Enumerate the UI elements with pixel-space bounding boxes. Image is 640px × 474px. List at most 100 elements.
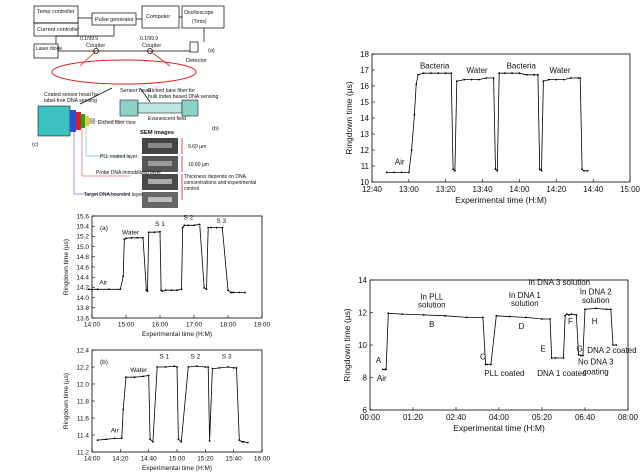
layer-label-1: PLL coated layer xyxy=(100,154,138,160)
pll-data-point xyxy=(465,316,468,319)
dna_b-data-point xyxy=(149,438,151,441)
dna_a-data-point xyxy=(125,237,127,240)
pll-annotation: B xyxy=(429,320,434,329)
dna_b-annotation: Water xyxy=(130,367,148,374)
bacteria-data-point xyxy=(536,73,539,76)
pll-annotation: coating xyxy=(583,367,609,376)
bacteria-data-point xyxy=(463,78,466,81)
dna_b-data-point xyxy=(152,440,154,443)
bacteria-xtick-label: 12:40 xyxy=(362,185,383,194)
dna_a-annotation: S 1 xyxy=(155,221,165,228)
bacteria-xtick-label: 14:40 xyxy=(583,185,604,194)
bacteria-data-point xyxy=(415,83,418,86)
bacteria-data-point xyxy=(577,77,580,79)
coupler-left-label: Coupler xyxy=(86,43,105,49)
pll-data-point xyxy=(387,312,390,315)
dna_a-data-point xyxy=(136,236,139,239)
pll-data-point xyxy=(577,353,580,356)
dna_a-ytick-label: 15.0 xyxy=(76,244,89,251)
bacteria-data-point xyxy=(538,168,541,171)
dna_b-data-point xyxy=(195,365,198,368)
dna_b-ytick-label: 12.4 xyxy=(76,347,89,354)
bacteria-data-point xyxy=(385,171,388,174)
dna_b-ytick-label: 11.8 xyxy=(77,398,90,405)
bacteria-data-point xyxy=(496,169,499,172)
dna_a-xtick-label: 19:00 xyxy=(254,322,271,329)
bacteria-annotation: Bacteria xyxy=(420,61,450,70)
dna_b-data-point xyxy=(176,366,178,368)
dna_a-ytick-label: 15.6 xyxy=(76,213,89,220)
bacteria-xtick-label: 13:20 xyxy=(436,185,457,194)
bacteria-data-point xyxy=(470,78,473,81)
bacteria-ytick-label: 12 xyxy=(360,146,369,155)
oscilloscope-box: Oscilloscope (Trms) xyxy=(181,5,225,29)
pll-data-point xyxy=(382,368,384,371)
pll-xtick-label: 04:00 xyxy=(489,413,510,422)
pll-annotation: In PLL xyxy=(420,293,444,302)
dna_a-annotation: Air xyxy=(99,280,108,287)
pll-data-point xyxy=(385,368,388,371)
dna_b-data-point xyxy=(208,440,211,442)
pll-data-point xyxy=(570,313,573,316)
evanescent-label: Evanescent field xyxy=(148,116,186,122)
dna_a-data-point xyxy=(160,289,163,292)
dna_a-data-point xyxy=(232,291,235,294)
bacteria-data-point xyxy=(548,78,550,81)
pll-data-point xyxy=(384,368,386,371)
dna_b-data-point xyxy=(241,440,244,443)
pll-data-point xyxy=(508,315,511,318)
oscilloscope-sub-label: (Trms) xyxy=(192,19,207,25)
dna_b-data-point xyxy=(246,441,249,444)
dna_a-data-point xyxy=(221,226,224,229)
fiber-loop-leads xyxy=(79,50,171,67)
dna_b-xtick-label: 15:40 xyxy=(226,456,243,463)
current-controller-label: Current controller xyxy=(37,27,80,33)
bacteria-data-point xyxy=(581,168,583,171)
pll-data-point xyxy=(565,313,568,316)
dna_b-data-point xyxy=(105,438,108,441)
pll-data-point xyxy=(495,314,498,317)
pll-plot-frame xyxy=(369,279,629,411)
dna_b-annotation: Air xyxy=(111,427,120,434)
pll-annotation: solution xyxy=(511,299,539,308)
dna_a-series-line xyxy=(88,223,245,293)
dna_b-data-point xyxy=(204,366,207,368)
bacteria-data-point xyxy=(410,149,413,151)
panel-b-label: (b) xyxy=(212,126,219,132)
pll-data-point xyxy=(609,308,612,311)
pll-data-point xyxy=(594,307,597,310)
dna_a-data-point xyxy=(180,288,183,291)
dna_a-ytick-label: 14.0 xyxy=(76,295,89,302)
pulse-generator-label: Pulse generator xyxy=(95,17,134,23)
panel-c-label: (c) xyxy=(32,142,39,148)
pll-data-point xyxy=(401,313,404,316)
pll-annotation: F xyxy=(568,317,573,326)
dna_b-data-point xyxy=(218,366,221,369)
pll-ytick-label: 10 xyxy=(358,341,367,350)
sensor-head-pointers xyxy=(79,87,151,105)
laser-diode-box: Laser diode xyxy=(33,43,62,59)
dna_b-ytick-label: 11.2 xyxy=(77,449,90,456)
dna_a-data-point xyxy=(231,291,233,294)
dna_a-data-point xyxy=(205,288,208,291)
bacteria-xtick-label: 14:20 xyxy=(546,185,567,194)
pll-xtick-label: 08:00 xyxy=(618,413,639,422)
coated-label-1: Coated sensor head for xyxy=(44,92,98,98)
dna_a-data-point xyxy=(142,236,144,239)
current-controller-box: Current controller xyxy=(33,22,80,37)
bacteria-data-point xyxy=(503,72,506,75)
pll-ytick-label: 12 xyxy=(358,308,367,317)
dna_a-data-point xyxy=(198,223,201,226)
dna_b-data-point xyxy=(211,367,214,370)
pll-data-point xyxy=(579,354,582,357)
dna_b-data-point xyxy=(122,408,125,411)
pll-ytick-label: 6 xyxy=(363,406,368,415)
pll-annotation: DNA 2 coated xyxy=(587,346,636,355)
bacteria-xtick-label: 13:00 xyxy=(399,185,420,194)
dna_a-data-point xyxy=(161,290,164,293)
bacteria-series-line xyxy=(386,72,588,173)
dna_b-annotation: S 3 xyxy=(222,354,232,361)
pll-annotation: Air xyxy=(377,374,387,383)
pll-data-point xyxy=(550,357,553,359)
pll-annotation: D xyxy=(519,322,525,331)
